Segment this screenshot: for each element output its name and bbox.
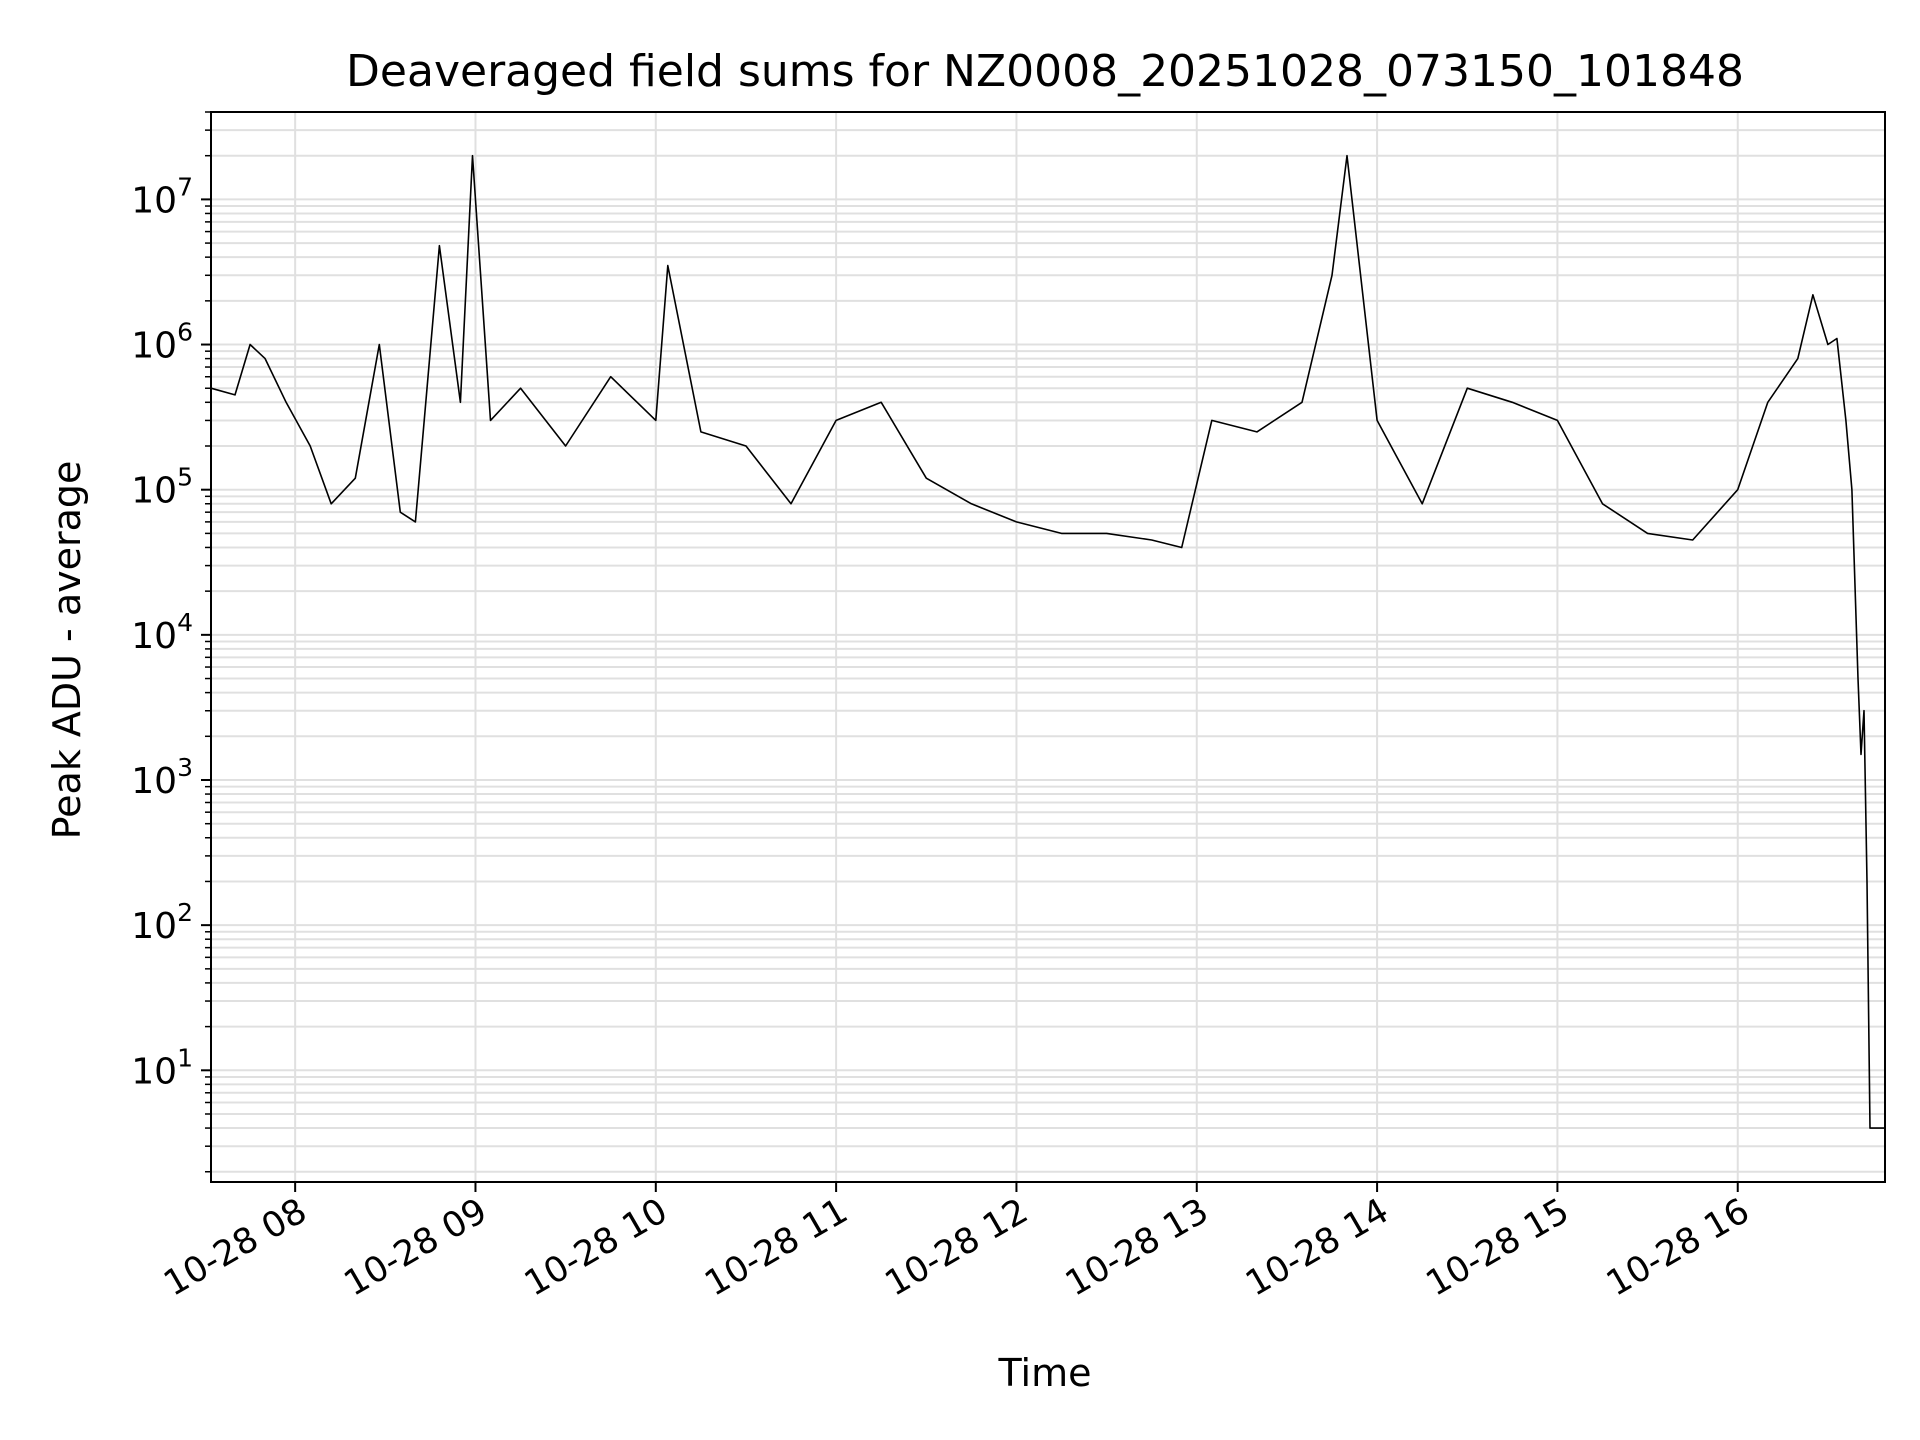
y-tick-base: 10 — [131, 906, 177, 947]
y-tick-base: 10 — [131, 1051, 177, 1092]
y-axis-label: Peak ADU - average — [45, 461, 89, 840]
y-tick-base: 10 — [131, 180, 177, 221]
y-tick-base: 10 — [131, 471, 177, 512]
series-line — [210, 154, 1885, 1129]
y-tick-label: 102 — [131, 898, 193, 947]
y-tick-exponent: 3 — [177, 753, 193, 782]
y-tick-exponent: 4 — [177, 608, 193, 637]
chart-title: Deaveraged field sums for NZ0008_2025102… — [346, 46, 1744, 97]
y-tick-exponent: 2 — [177, 898, 193, 927]
y-tick-label: 103 — [131, 753, 193, 802]
y-tick-label: 106 — [131, 318, 193, 367]
x-axis-label: Time — [998, 1351, 1092, 1395]
y-tick-label: 101 — [131, 1043, 193, 1092]
y-tick-base: 10 — [131, 616, 177, 657]
y-tick-base: 10 — [131, 761, 177, 802]
y-tick-exponent: 6 — [177, 318, 193, 347]
y-tick-exponent: 1 — [177, 1043, 193, 1072]
y-tick-label: 105 — [131, 463, 193, 512]
y-tick-label: 104 — [131, 608, 193, 657]
y-tick-exponent: 7 — [177, 172, 193, 201]
y-tick-exponent: 5 — [177, 463, 193, 492]
grid — [211, 111, 1885, 1182]
y-tick-label: 107 — [131, 172, 193, 221]
plot-area-frame — [210, 111, 1886, 1183]
y-tick-base: 10 — [131, 326, 177, 367]
series-group — [210, 154, 1885, 1129]
